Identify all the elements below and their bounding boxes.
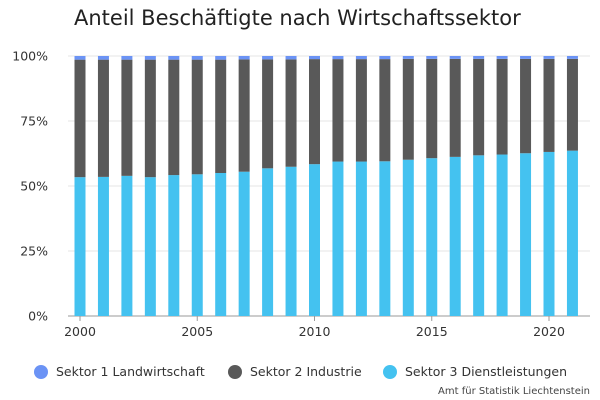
bar-2011-sektor-2[interactable] — [332, 59, 344, 162]
bar-2015-sektor-1[interactable] — [426, 56, 438, 59]
bar-2015-sektor-2[interactable] — [426, 58, 438, 159]
bar-2007-sektor-1[interactable] — [238, 56, 250, 60]
bar-2020-sektor-2[interactable] — [543, 58, 555, 152]
bar-2014-sektor-2[interactable] — [402, 58, 414, 160]
x-tick-label: 2000 — [64, 324, 96, 339]
bar-2011-sektor-1[interactable] — [332, 56, 344, 60]
bar-2002-sektor-3[interactable] — [121, 175, 133, 316]
legend-marker-industrie — [228, 364, 242, 379]
bar-2000-sektor-3[interactable] — [74, 177, 86, 316]
bar-2001-sektor-2[interactable] — [97, 59, 109, 177]
bar-2011-sektor-3[interactable] — [332, 161, 344, 316]
bar-2000-sektor-2[interactable] — [74, 59, 86, 178]
chart-title: Anteil Beschäftigte nach Wirtschaftssekt… — [74, 6, 521, 30]
bar-2009-sektor-2[interactable] — [285, 59, 297, 167]
bar-2018-sektor-3[interactable] — [496, 154, 508, 316]
bar-2005-sektor-2[interactable] — [191, 59, 203, 175]
legend-item-landwirtschaft[interactable]: Sektor 1 Landwirtschaft — [34, 364, 205, 379]
bar-2019-sektor-3[interactable] — [520, 153, 532, 316]
bar-2006-sektor-3[interactable] — [215, 173, 227, 316]
x-tick-label: 2020 — [533, 324, 565, 339]
bar-2003-sektor-1[interactable] — [144, 56, 156, 60]
bar-2005-sektor-1[interactable] — [191, 56, 203, 60]
bar-2001-sektor-3[interactable] — [97, 176, 109, 316]
legend-item-industrie[interactable]: Sektor 2 Industrie — [228, 364, 362, 379]
legend-label-industrie: Sektor 2 Industrie — [250, 364, 362, 379]
bar-2017-sektor-3[interactable] — [473, 155, 485, 316]
bar-2009-sektor-1[interactable] — [285, 56, 297, 60]
bar-2003-sektor-3[interactable] — [144, 177, 156, 316]
y-tick-label: 100% — [12, 49, 48, 64]
bar-2003-sektor-2[interactable] — [144, 59, 156, 178]
legend-marker-dienstleistungen — [383, 364, 397, 379]
bar-2021-sektor-1[interactable] — [566, 56, 578, 59]
bar-2021-sektor-3[interactable] — [566, 150, 578, 316]
bar-2013-sektor-3[interactable] — [379, 161, 391, 316]
legend-label-landwirtschaft: Sektor 1 Landwirtschaft — [56, 364, 205, 379]
y-tick-label: 50% — [20, 179, 48, 194]
bar-2020-sektor-3[interactable] — [543, 151, 555, 316]
bar-2010-sektor-1[interactable] — [309, 56, 320, 60]
bar-2014-sektor-1[interactable] — [402, 56, 414, 59]
bar-2014-sektor-3[interactable] — [402, 159, 414, 316]
bar-2017-sektor-1[interactable] — [473, 56, 485, 59]
bar-2007-sektor-3[interactable] — [238, 171, 250, 316]
bars — [74, 56, 578, 316]
bar-2001-sektor-1[interactable] — [97, 56, 109, 60]
bar-2000-sektor-1[interactable] — [74, 56, 86, 60]
bar-2008-sektor-2[interactable] — [262, 59, 274, 169]
bar-2012-sektor-2[interactable] — [355, 59, 367, 162]
bar-2019-sektor-1[interactable] — [520, 56, 532, 59]
bar-2002-sektor-1[interactable] — [121, 56, 133, 60]
bar-2018-sektor-2[interactable] — [496, 58, 508, 155]
x-tick-label: 2005 — [181, 324, 213, 339]
y-tick-label: 25% — [20, 244, 48, 259]
bar-2015-sektor-3[interactable] — [426, 158, 438, 316]
bar-2018-sektor-1[interactable] — [496, 56, 508, 59]
bar-2010-sektor-2[interactable] — [309, 59, 320, 165]
bar-2008-sektor-1[interactable] — [262, 56, 274, 60]
bar-2016-sektor-2[interactable] — [449, 58, 461, 157]
x-tick-label: 2010 — [299, 324, 331, 339]
bar-2013-sektor-1[interactable] — [379, 56, 391, 60]
bar-2005-sektor-3[interactable] — [191, 174, 203, 316]
bar-2009-sektor-3[interactable] — [285, 166, 297, 316]
bar-2020-sektor-1[interactable] — [543, 56, 555, 59]
bar-2017-sektor-2[interactable] — [473, 58, 485, 156]
bar-2002-sektor-2[interactable] — [121, 59, 133, 176]
bar-2019-sektor-2[interactable] — [520, 58, 532, 154]
bar-2013-sektor-2[interactable] — [379, 59, 391, 162]
bar-2016-sektor-3[interactable] — [449, 156, 461, 316]
legend-label-dienstleistungen: Sektor 3 Dienstleistungen — [405, 364, 568, 379]
stacked-bar-chart: 0% 25% 50% 75% 100% 2000 2005 2010 2015 2020 — [12, 49, 590, 340]
bar-2006-sektor-1[interactable] — [215, 56, 227, 60]
legend-item-dienstleistungen[interactable]: Sektor 3 Dienstleistungen — [383, 364, 567, 379]
x-tick-label: 2015 — [416, 324, 448, 339]
bar-2007-sektor-2[interactable] — [238, 59, 250, 172]
source-credit: Amt für Statistik Liechtenstein — [438, 386, 590, 397]
bar-2012-sektor-3[interactable] — [355, 161, 367, 316]
bar-2008-sektor-3[interactable] — [262, 168, 274, 316]
y-tick-label: 0% — [28, 309, 48, 324]
bar-2004-sektor-3[interactable] — [168, 175, 180, 316]
bar-2006-sektor-2[interactable] — [215, 59, 227, 173]
bar-2004-sektor-1[interactable] — [168, 56, 180, 60]
bar-2004-sektor-2[interactable] — [168, 59, 180, 176]
bar-2021-sektor-2[interactable] — [566, 58, 578, 151]
legend-marker-landwirtschaft — [34, 364, 48, 379]
bar-2016-sektor-1[interactable] — [449, 56, 461, 59]
y-tick-label: 75% — [20, 114, 48, 129]
bar-2012-sektor-1[interactable] — [355, 56, 367, 60]
axes: 0% 25% 50% 75% 100% 2000 2005 2010 2015 2020 — [12, 49, 565, 340]
bar-2010-sektor-3[interactable] — [309, 164, 320, 316]
